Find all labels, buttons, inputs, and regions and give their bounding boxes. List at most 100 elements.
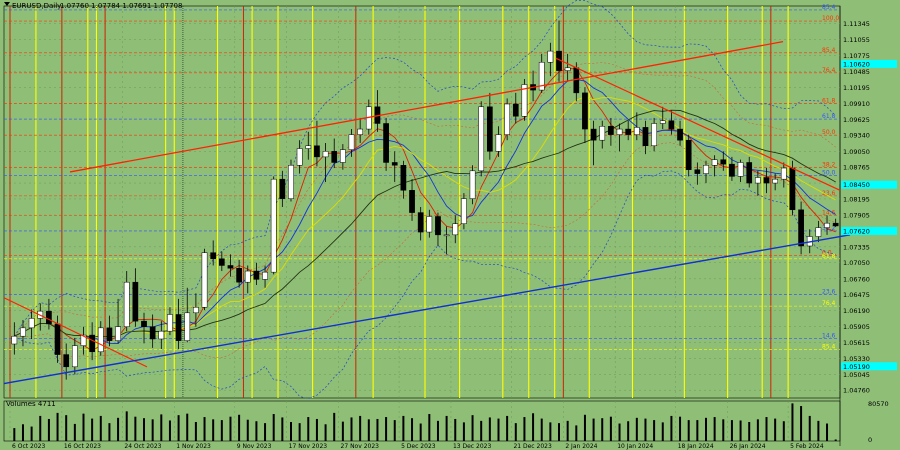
price-tag-highlight <box>841 362 897 371</box>
price-tag-label: 1.08450 <box>843 181 870 189</box>
candle-body <box>279 178 286 199</box>
fib-level-label: 38.2 <box>822 225 836 232</box>
candle-body <box>512 103 519 117</box>
fib-level-label: 85.4 <box>822 4 836 11</box>
candle-body <box>642 127 649 147</box>
y-axis-tick-label: 1.10195 <box>843 84 870 92</box>
fib-level-label: 100.0 <box>822 15 839 22</box>
x-axis-tick-label: 2 Jan 2024 <box>565 443 597 450</box>
candle-body <box>677 128 683 141</box>
x-axis-tick-label: 26 Jan 2024 <box>730 443 766 450</box>
candle-body <box>815 227 822 237</box>
x-axis-tick-label: 9 Nov 2023 <box>237 443 272 450</box>
price-tag-label: 1.05190 <box>843 363 870 371</box>
fib-level-label: 14.6 <box>822 209 836 216</box>
y-axis-tick-label: 1.07335 <box>843 243 870 251</box>
candle-body <box>737 162 744 177</box>
y-axis-tick-label: 1.05615 <box>843 339 870 347</box>
candle-body <box>296 148 303 166</box>
candle-body <box>409 190 415 213</box>
fib-level-label: 61.8 <box>822 113 836 120</box>
x-axis-tick-label: 17 Nov 2023 <box>289 443 328 450</box>
candle-body <box>789 167 796 211</box>
candle-body <box>435 216 441 236</box>
candle-body <box>538 61 545 91</box>
candle-body <box>452 223 459 236</box>
candle-body <box>625 128 632 135</box>
candle-body <box>305 145 312 149</box>
y-axis-tick-label: 1.08765 <box>843 164 870 172</box>
candle-body <box>210 252 217 260</box>
y-axis-tick-label: 1.11345 <box>843 20 870 28</box>
candle-body <box>184 312 191 341</box>
candle-body <box>780 167 787 180</box>
bollinger-upper <box>14 0 836 337</box>
fib-level-label: 61.8 <box>822 97 836 104</box>
candle-body <box>288 165 294 199</box>
y-axis-tick-label: 1.04760 <box>843 387 870 395</box>
candle-body <box>193 306 199 314</box>
fib-level-label: 23.6 <box>822 190 836 197</box>
y-axis-tick-label: 1.05905 <box>843 323 870 331</box>
candle-body <box>46 310 52 325</box>
x-axis-tick-label: 5 Dec 2023 <box>401 443 436 450</box>
candle-body <box>218 258 225 266</box>
fib-level-label: 23.6 <box>822 288 836 295</box>
candle-body <box>478 106 485 172</box>
candle-body <box>167 314 173 332</box>
candle-body <box>54 323 61 355</box>
resistance-trendline-long <box>69 40 784 173</box>
candle-body <box>564 67 571 71</box>
chart-header-ohlc: 1.07760 1.07784 1.07691 1.07708 <box>60 2 183 10</box>
trendline-oct <box>3 297 148 368</box>
candle-body <box>547 50 554 63</box>
candle-body <box>348 134 355 150</box>
candle-body <box>633 127 640 135</box>
candle-body <box>132 281 139 322</box>
header-triangle-icon <box>4 2 10 6</box>
candle-body <box>314 145 320 158</box>
y-axis-tick-label: 1.05330 <box>843 355 870 363</box>
y-axis-tick-label: 1.09625 <box>843 116 870 124</box>
candle-body <box>270 178 277 273</box>
candle-body <box>582 92 588 130</box>
fib-level-label: 85.4 <box>822 344 836 351</box>
candle-body <box>262 271 268 280</box>
x-axis-tick-label: 24 Oct 2023 <box>124 443 161 450</box>
x-axis-tick-label: 27 Nov 2023 <box>341 443 380 450</box>
y-axis-tick-label: 1.09910 <box>843 100 870 108</box>
candle-body <box>772 178 779 184</box>
y-axis-tick-label: 1.10485 <box>843 68 870 76</box>
candle-body <box>123 281 130 327</box>
y-axis-tick-label: 1.10775 <box>843 52 870 60</box>
y-axis-tick-label: 1.09340 <box>843 132 870 140</box>
candle-body <box>106 327 113 341</box>
x-axis-tick-label: 5 Feb 2024 <box>790 443 824 450</box>
y-axis-tick-label: 1.06190 <box>843 307 870 315</box>
candle-body <box>711 159 718 166</box>
candle-body <box>391 162 398 166</box>
fib-level-label: 76.4 <box>822 67 836 74</box>
candle-body <box>746 162 753 184</box>
candle-body <box>236 268 242 283</box>
fib-level-label: 76.4 <box>822 300 836 307</box>
y-axis-tick-label: 1.05045 <box>843 371 870 379</box>
candle-body <box>175 314 182 341</box>
candle-body <box>149 326 156 340</box>
candle-body <box>668 120 675 130</box>
candle-body <box>63 354 70 368</box>
candle-body <box>426 216 433 233</box>
candle-body <box>608 126 614 135</box>
x-axis-tick-label: 10 Jan 2024 <box>617 443 653 450</box>
price-tag-highlight <box>841 59 897 68</box>
candle-body <box>253 270 260 280</box>
candle-body <box>685 139 692 170</box>
candle-body <box>443 234 450 237</box>
candle-body <box>417 212 424 233</box>
fib-level-label: 38.2 <box>822 161 836 168</box>
candle-body <box>201 252 208 308</box>
bollinger-lower <box>14 170 836 400</box>
candle-body <box>244 270 251 283</box>
candle-body <box>71 345 78 368</box>
volume-axis-bottom-label: 0 <box>868 436 872 444</box>
